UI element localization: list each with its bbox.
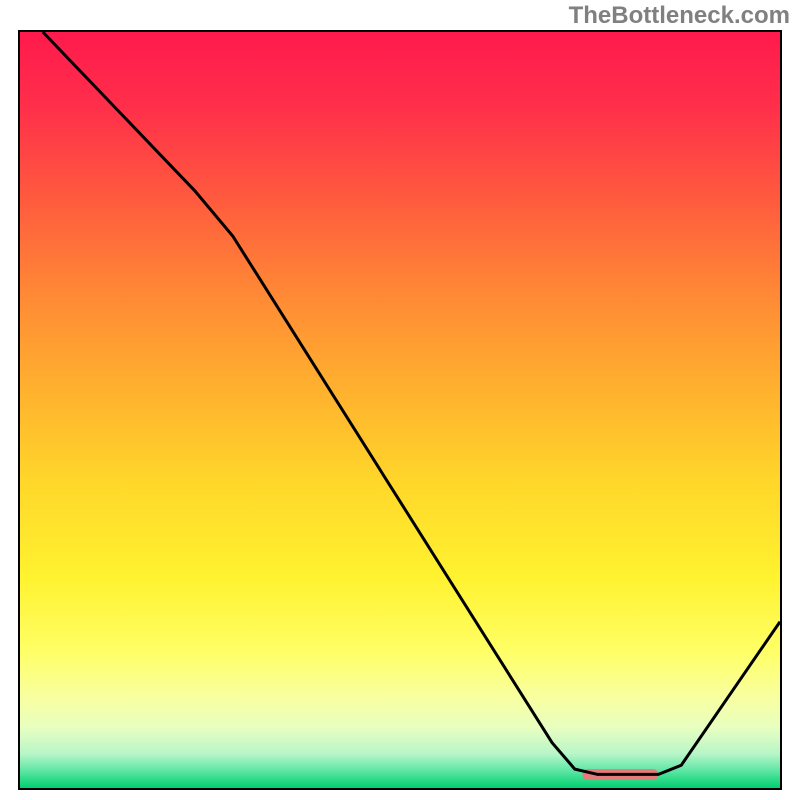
chart-frame <box>18 30 782 790</box>
chart-container: TheBottleneck.com <box>0 0 800 800</box>
attribution-text: TheBottleneck.com <box>569 2 790 30</box>
